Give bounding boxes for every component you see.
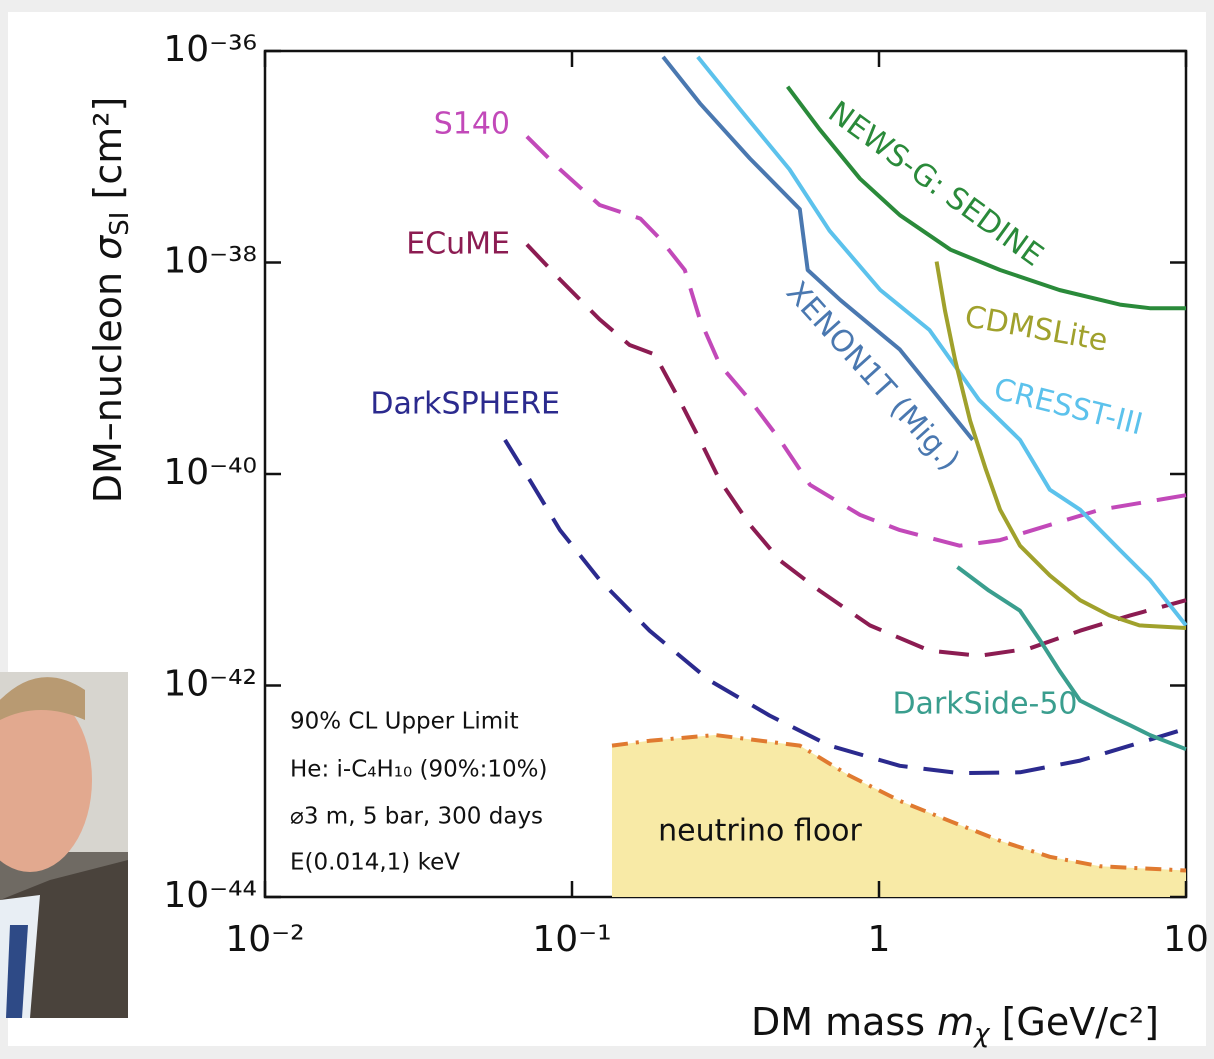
- series-line: [696, 55, 1188, 627]
- y-label-part: [cm²]: [86, 97, 130, 212]
- series-label: DarkSPHERE: [370, 387, 560, 422]
- annotation: He: i-C₄H₁₀ (90%:10%): [290, 757, 547, 783]
- y-tick-label: 10⁻³⁶: [163, 29, 257, 70]
- plot-area: [503, 55, 1188, 897]
- y-label-part: DM–nucleon: [86, 260, 130, 503]
- x-tick-label: 1: [868, 919, 891, 960]
- y-axis-label: DM–nucleon σSI [cm²]: [86, 97, 135, 504]
- annotation: ⌀3 m, 5 bar, 300 days: [290, 804, 543, 830]
- series-line: [956, 565, 1187, 752]
- series-line: [525, 243, 1187, 658]
- y-tick-label: 10⁻⁴²: [163, 664, 257, 705]
- y-label-part: σ: [86, 234, 130, 260]
- x-axis-label: DM mass mχ [GeV/c²]: [751, 1000, 1159, 1049]
- x-tick-label: 10⁻²: [225, 919, 304, 960]
- series-line: [611, 733, 1187, 873]
- x-tick-label: 10⁻¹: [532, 919, 611, 960]
- x-label-part: χ: [972, 1019, 991, 1049]
- y-tick-label: 10⁻³⁸: [163, 241, 257, 282]
- series-label: neutrino floor: [658, 814, 862, 849]
- annotation: 90% CL Upper Limit: [290, 709, 519, 735]
- x-tick-label: 10: [1163, 919, 1209, 960]
- photo-tie: [6, 925, 28, 1018]
- x-label-part: [GeV/c²]: [990, 1000, 1159, 1044]
- series-label: DarkSide-50: [892, 687, 1077, 722]
- series-line: [786, 85, 1186, 311]
- series-label: ECuME: [406, 227, 510, 262]
- photo: [0, 672, 128, 1018]
- series-line: [503, 438, 1187, 776]
- series-line: [934, 261, 1187, 630]
- series-line: [525, 135, 1187, 548]
- x-label-part: DM mass: [751, 1000, 937, 1044]
- photo-hair: [0, 677, 85, 720]
- photo-face: [0, 688, 92, 872]
- annotation: E(0.014,1) keV: [290, 850, 460, 876]
- y-tick-label: 10⁻⁴⁰: [163, 452, 257, 493]
- series-line: [661, 55, 975, 442]
- y-tick-label: 10⁻⁴⁴: [163, 875, 257, 916]
- y-label-part: SI: [105, 212, 135, 236]
- series-label: S140: [434, 107, 510, 142]
- x-label-part: m: [937, 1000, 974, 1044]
